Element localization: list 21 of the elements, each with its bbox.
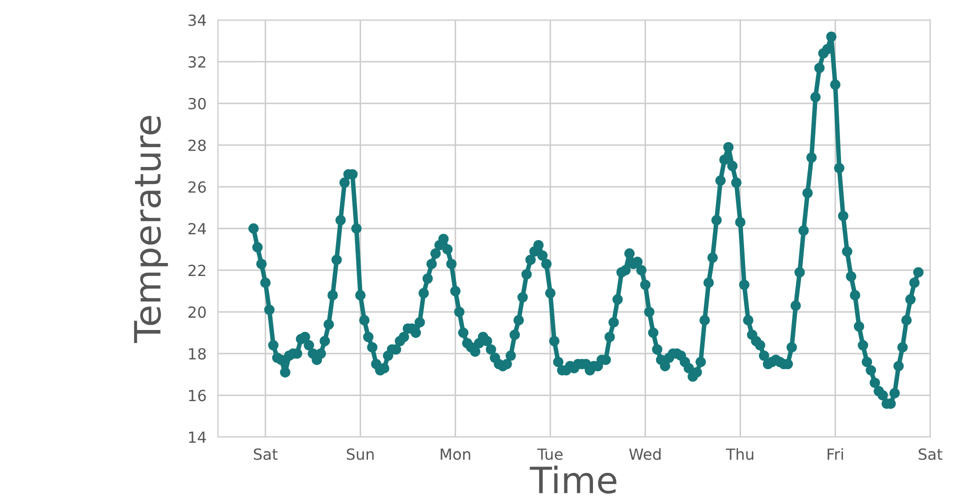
x-tick-label: Sat — [918, 448, 942, 460]
y-tick-label: 28 — [188, 140, 206, 152]
y-tick-label: 22 — [188, 264, 206, 276]
x-tick-label: Sun — [346, 448, 374, 460]
y-tick-label: 30 — [188, 98, 206, 110]
y-tick-label: 18 — [189, 348, 206, 360]
y-tick-label: 24 — [188, 222, 206, 234]
x-tick-label: Wed — [629, 448, 661, 460]
y-axis-title: Temperature — [134, 116, 168, 343]
y-tick-label: 20 — [188, 306, 206, 318]
x-axis-title: Time — [530, 466, 616, 494]
y-tick-label: 26 — [188, 181, 206, 193]
x-tick-label: Fri — [828, 448, 843, 460]
x-tick-label: Mon — [440, 448, 470, 460]
y-tick-label: 32 — [188, 56, 206, 68]
y-tick-label: 34 — [188, 14, 206, 26]
y-tick-label: 14 — [189, 432, 206, 443]
y-tick-label: 16 — [189, 390, 206, 402]
x-tick-label: Thu — [726, 448, 754, 460]
x-tick-label: Tue — [537, 448, 563, 460]
x-tick-label: Sat — [254, 448, 278, 460]
